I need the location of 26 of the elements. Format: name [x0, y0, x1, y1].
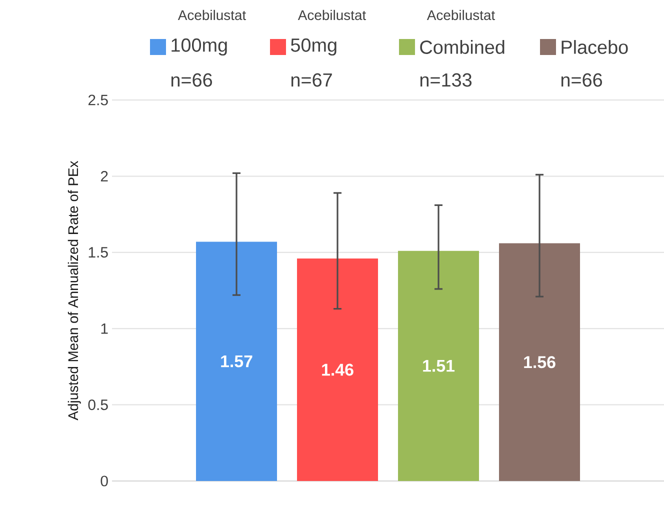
bar	[398, 250, 480, 481]
text: n=67	[291, 73, 332, 87]
data-label: 1.46	[322, 364, 354, 376]
y-tick-label: 0	[100, 476, 108, 486]
data-label: 1.51	[423, 360, 455, 372]
y-tick-label: 1	[101, 323, 108, 334]
y-tick-label: 1.5	[88, 247, 108, 258]
text: n=133	[420, 73, 472, 87]
bar	[499, 243, 580, 481]
data-label: 1.57	[221, 355, 252, 368]
y-axis-title: Adjusted Mean of Annualized Rate of PEx	[68, 160, 81, 420]
text: Acebilustat	[298, 10, 366, 20]
legend-label: Placebo	[562, 40, 628, 54]
y-tick-label: 2.5	[88, 94, 108, 106]
y-tick-label: 2	[100, 170, 108, 182]
bar	[297, 258, 378, 481]
text: Acebilustat	[426, 10, 496, 20]
y-tick-label: 0.5	[88, 400, 108, 410]
bar	[196, 242, 278, 481]
text: n=66	[561, 73, 602, 87]
legend-label: Combined	[420, 40, 504, 54]
legend-label: 100mg	[172, 38, 227, 56]
data-label: 1.56	[524, 356, 556, 368]
legend-label: 50mg	[290, 38, 336, 56]
text: n=66	[171, 73, 212, 87]
text: Acebilustat	[178, 10, 246, 20]
